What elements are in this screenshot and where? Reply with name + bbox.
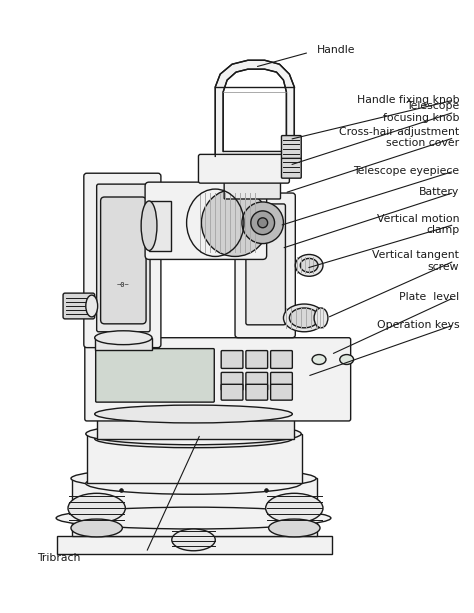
FancyBboxPatch shape [271,372,292,390]
Text: Handle fixing knob: Handle fixing knob [357,95,459,105]
Bar [97,414,294,439]
Bar [57,536,332,554]
Ellipse shape [141,201,157,251]
FancyBboxPatch shape [282,135,301,159]
Text: Operation keys: Operation keys [377,320,459,330]
Ellipse shape [172,529,215,550]
Ellipse shape [283,304,325,332]
Ellipse shape [68,493,125,523]
Ellipse shape [86,295,98,317]
Text: Cross-hair adjustment
section cover: Cross-hair adjustment section cover [339,127,459,148]
Text: Handle: Handle [317,45,356,55]
Polygon shape [223,69,286,151]
Bar [87,434,302,484]
FancyBboxPatch shape [282,158,301,178]
Ellipse shape [265,493,323,523]
Ellipse shape [242,202,283,243]
FancyBboxPatch shape [246,384,268,400]
Ellipse shape [312,354,326,365]
Text: Plate  level: Plate level [399,292,459,302]
FancyBboxPatch shape [246,351,268,368]
Ellipse shape [295,254,323,276]
Ellipse shape [95,405,292,423]
FancyBboxPatch shape [246,204,285,325]
Ellipse shape [56,507,331,529]
FancyBboxPatch shape [246,372,268,390]
Ellipse shape [86,423,301,445]
Bar [95,338,152,349]
FancyBboxPatch shape [96,349,214,402]
Ellipse shape [71,468,316,489]
Text: ~0~: ~0~ [117,282,130,288]
Polygon shape [215,60,294,156]
FancyBboxPatch shape [221,384,243,400]
Ellipse shape [314,308,328,328]
Ellipse shape [340,354,354,365]
FancyBboxPatch shape [63,293,95,319]
Ellipse shape [258,218,268,227]
FancyBboxPatch shape [84,173,161,348]
Ellipse shape [201,189,269,256]
FancyBboxPatch shape [100,197,146,324]
Ellipse shape [300,259,318,272]
Ellipse shape [95,430,292,447]
Text: Vertical motion
clamp: Vertical motion clamp [377,214,459,235]
FancyBboxPatch shape [199,154,290,183]
Text: Vertical tangent
screw: Vertical tangent screw [373,250,459,272]
Text: Tribrach: Tribrach [37,553,81,563]
FancyBboxPatch shape [235,193,295,338]
FancyBboxPatch shape [221,372,243,390]
Ellipse shape [269,519,320,537]
FancyBboxPatch shape [224,175,281,199]
Ellipse shape [95,331,152,345]
Text: Telescope eyepiece: Telescope eyepiece [353,166,459,176]
Bar [149,201,171,251]
Ellipse shape [86,473,301,494]
Ellipse shape [290,308,319,328]
Bar [72,478,317,536]
Ellipse shape [71,519,122,537]
FancyBboxPatch shape [85,338,351,421]
FancyBboxPatch shape [271,351,292,368]
Ellipse shape [251,211,274,235]
FancyBboxPatch shape [145,182,267,259]
FancyBboxPatch shape [221,351,243,368]
Text: Telescope
focusing knob: Telescope focusing knob [383,101,459,123]
FancyBboxPatch shape [271,384,292,400]
Text: Battery: Battery [419,188,459,197]
FancyBboxPatch shape [97,184,150,332]
